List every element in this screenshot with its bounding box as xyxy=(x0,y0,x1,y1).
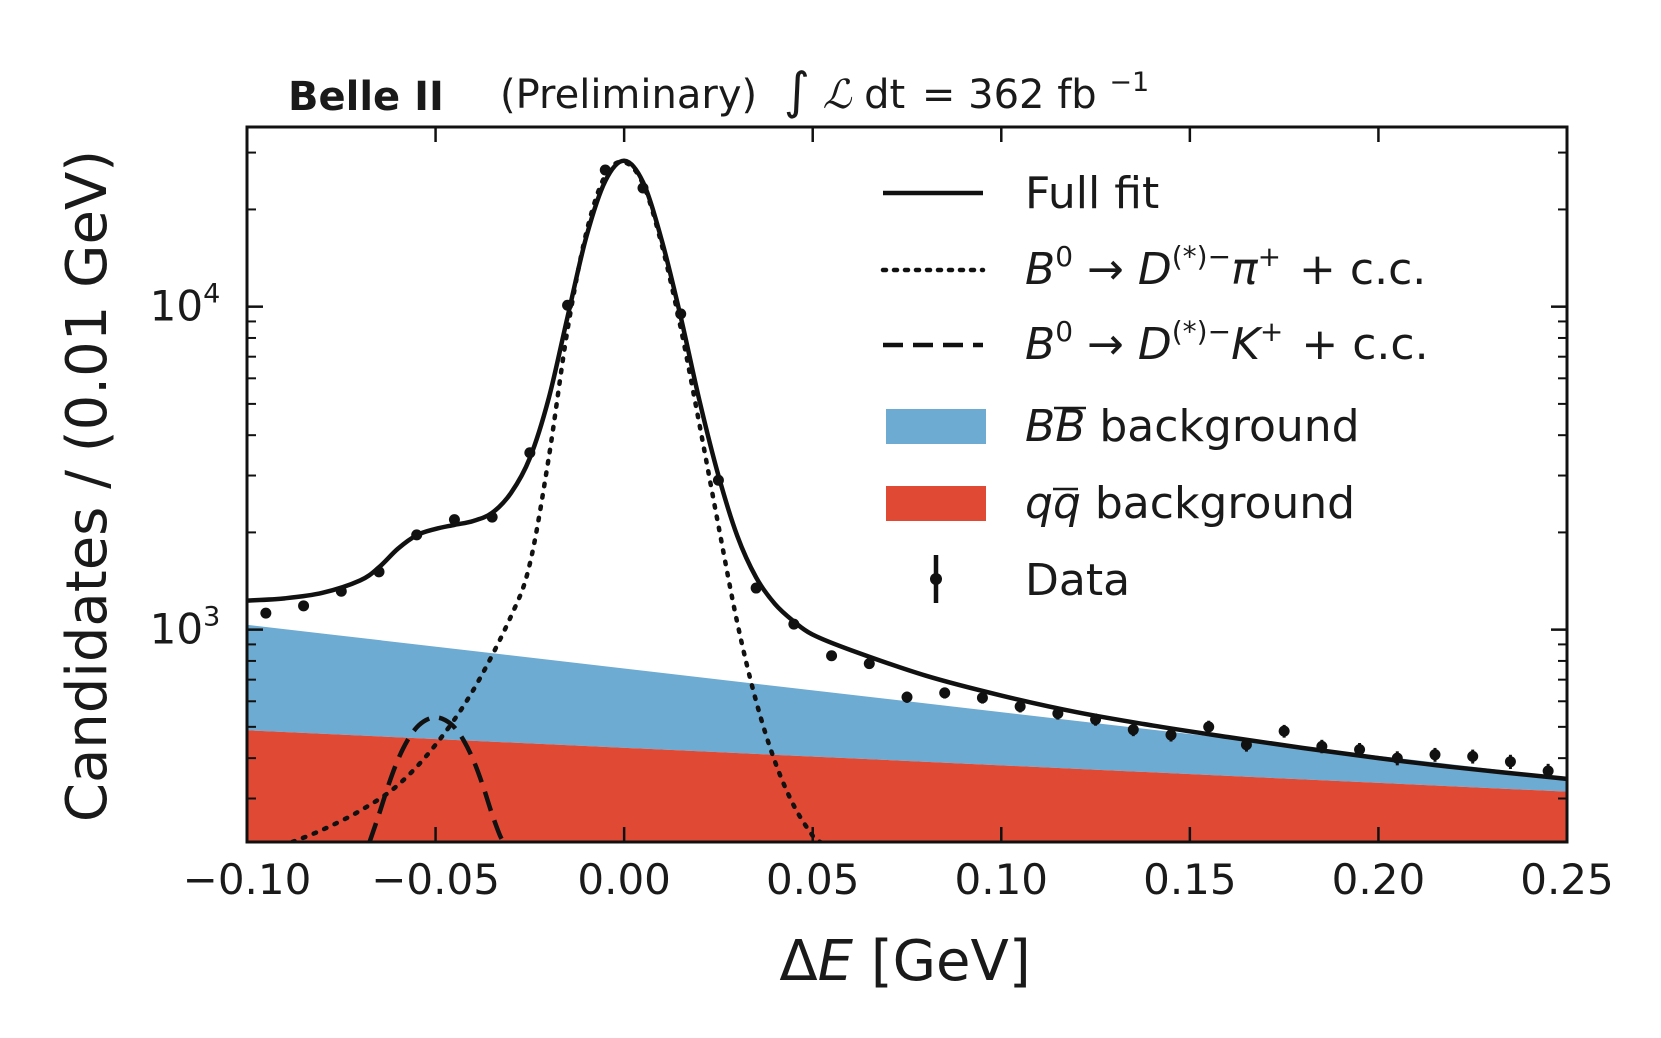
data-point xyxy=(1542,765,1554,777)
legend-label-d-pi: B0 → D(*)−π+ + c.c. xyxy=(1025,240,1426,295)
legend-label-bb: BB background xyxy=(1025,401,1360,452)
legend-label-data: Data xyxy=(1025,555,1130,606)
x-tick-label: 0.25 xyxy=(1520,855,1614,904)
curve-d-k xyxy=(367,715,509,842)
y-tick-label: 104 xyxy=(150,279,221,331)
data-point xyxy=(675,308,687,320)
legend-swatch-bb xyxy=(886,409,986,444)
legend: Full fit B0 → D(*)−π+ + c.c. B0 → D(*)−K+… xyxy=(880,168,1429,606)
data-point xyxy=(712,474,724,486)
x-axis-delta: Δ xyxy=(779,929,817,994)
legend-bb-background: BB background xyxy=(886,401,1360,452)
plot-frame xyxy=(245,125,1569,844)
x-axis-label: ΔE [GeV] xyxy=(779,929,1030,994)
data-point xyxy=(976,692,988,704)
data-point xyxy=(1278,725,1290,737)
data-point xyxy=(1240,739,1252,751)
lumi-l-symbol: ℒ xyxy=(823,72,853,118)
data-point xyxy=(1429,749,1441,761)
x-tick-label: 0.00 xyxy=(577,855,671,904)
x-tick-label: 0.20 xyxy=(1332,855,1426,904)
qq-background-band xyxy=(247,730,1567,842)
data-point xyxy=(826,650,838,662)
curve-d-pi xyxy=(290,159,823,842)
legend-swatch-qq xyxy=(886,486,986,521)
data-point xyxy=(448,514,460,526)
y-tick-exponent: 4 xyxy=(203,279,220,310)
legend-d-pi: B0 → D(*)−π+ + c.c. xyxy=(880,240,1426,295)
data-point xyxy=(1127,724,1139,736)
data-point xyxy=(1504,756,1516,768)
data-point xyxy=(1354,744,1366,756)
x-tick-label: 0.05 xyxy=(766,855,860,904)
y-axis-label: Candidates / (0.01 GeV) xyxy=(55,150,120,822)
data-point xyxy=(1090,713,1102,725)
y-tick-exponent: 3 xyxy=(203,602,220,633)
legend-marker xyxy=(930,573,942,585)
preliminary-label: (Preliminary) xyxy=(500,72,757,118)
x-tick-label: −0.10 xyxy=(183,855,312,904)
data-point xyxy=(562,299,574,311)
lumi-integral-sign: ∫ xyxy=(784,62,810,120)
bb-background-band xyxy=(247,624,1567,792)
data-point xyxy=(373,566,385,578)
y-tick-label: 103 xyxy=(150,602,221,654)
x-tick-label: 0.15 xyxy=(1143,855,1237,904)
data-point xyxy=(1052,707,1064,719)
legend-label-d-k: B0 → D(*)−K+ + c.c. xyxy=(1025,315,1429,370)
legend-label-full-fit: Full fit xyxy=(1025,168,1159,219)
legend-qq-background: qq background xyxy=(886,478,1355,529)
x-tick-label: −0.05 xyxy=(371,855,500,904)
plot-clipped-group xyxy=(247,158,1567,842)
lumi-dt: dt xyxy=(864,72,905,118)
x-axis-variable: E xyxy=(818,929,854,994)
lumi-value: = 362 fb xyxy=(922,72,1097,118)
data-point xyxy=(1467,750,1479,762)
legend-data: Data xyxy=(930,555,1130,606)
y-tick-base: 10 xyxy=(150,605,203,654)
data-point xyxy=(788,618,800,630)
data-point xyxy=(1203,721,1215,733)
data-point xyxy=(1165,729,1177,741)
legend-full-fit: Full fit xyxy=(883,168,1159,219)
experiment-title: Belle II xyxy=(288,74,444,120)
data-point xyxy=(637,182,649,194)
data-point xyxy=(1391,752,1403,764)
legend-d-k: B0 → D(*)−K+ + c.c. xyxy=(883,315,1429,370)
data-point xyxy=(901,691,913,703)
lumi-exponent: −1 xyxy=(1109,67,1149,98)
data-point xyxy=(260,607,272,619)
header-right: (Preliminary) ∫ ℒ dt = 362 fb −1 xyxy=(500,62,1149,120)
data-point xyxy=(524,447,536,459)
data-point xyxy=(750,582,762,594)
data-point xyxy=(939,687,951,699)
y-tick-base: 10 xyxy=(150,282,203,331)
data-point xyxy=(1014,701,1026,713)
data-point xyxy=(599,164,611,176)
data-point xyxy=(411,529,423,541)
data-point xyxy=(298,600,310,612)
x-axis-unit: [GeV] xyxy=(853,929,1031,994)
x-tick-label: 0.10 xyxy=(955,855,1049,904)
legend-label-qq: qq background xyxy=(1025,478,1355,529)
data-point xyxy=(486,511,498,523)
data-point xyxy=(863,658,875,670)
data-point xyxy=(1316,740,1328,752)
data-point xyxy=(335,585,347,597)
